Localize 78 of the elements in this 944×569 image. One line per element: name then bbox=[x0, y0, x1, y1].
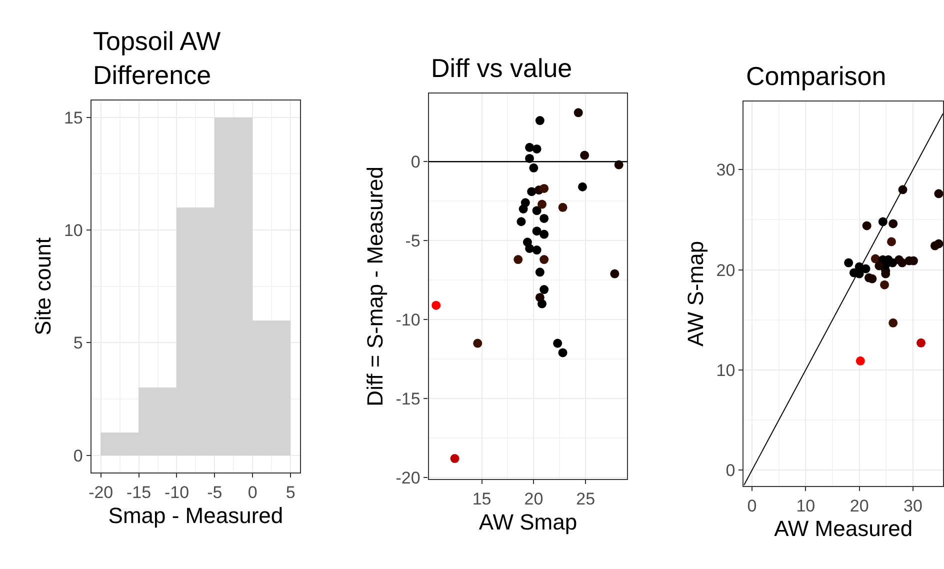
point bbox=[934, 239, 943, 248]
y-tick-label: 30 bbox=[716, 160, 736, 180]
chart-title: Comparison bbox=[746, 61, 886, 91]
point bbox=[578, 182, 588, 192]
point bbox=[558, 348, 568, 358]
x-tick-label: -5 bbox=[207, 482, 222, 502]
point bbox=[432, 300, 441, 310]
point bbox=[473, 338, 482, 348]
x-tick-label: 20 bbox=[850, 496, 869, 516]
point bbox=[862, 221, 872, 230]
y-axis-title: Site count bbox=[30, 237, 56, 336]
y-axis-title: Diff = S-map - Measured bbox=[362, 166, 388, 406]
x-tick-label: -20 bbox=[88, 482, 114, 502]
point bbox=[514, 255, 523, 264]
point bbox=[861, 264, 870, 274]
x-tick-label: -10 bbox=[164, 482, 190, 502]
point bbox=[532, 246, 542, 255]
y-tick-label: 5 bbox=[73, 334, 83, 353]
x-tick-label: 0 bbox=[747, 496, 757, 516]
y-tick-label: 0 bbox=[410, 152, 420, 172]
point bbox=[553, 338, 562, 348]
point bbox=[856, 356, 865, 366]
point bbox=[610, 269, 620, 278]
y-tick-label: 10 bbox=[64, 220, 83, 240]
point bbox=[558, 202, 568, 212]
x-tick-label: 0 bbox=[248, 482, 258, 502]
point bbox=[525, 244, 534, 253]
x-axis-title: Smap - Measured bbox=[108, 502, 284, 528]
point bbox=[516, 217, 526, 226]
point bbox=[538, 299, 547, 308]
x-tick-label: 20 bbox=[524, 490, 544, 509]
point bbox=[532, 206, 542, 216]
y-tick-label: 15 bbox=[64, 108, 83, 128]
point bbox=[525, 142, 534, 152]
point bbox=[881, 269, 890, 278]
point bbox=[540, 184, 549, 193]
point bbox=[518, 204, 528, 214]
point bbox=[535, 268, 544, 277]
point bbox=[540, 285, 549, 294]
point bbox=[888, 219, 898, 228]
point bbox=[844, 258, 854, 268]
x-tick-label: 15 bbox=[472, 490, 492, 509]
x-axis-title: AW Smap bbox=[478, 509, 578, 534]
point bbox=[874, 261, 884, 270]
point bbox=[532, 144, 542, 154]
chart-title: Diff vs value bbox=[431, 53, 572, 83]
y-tick-label: -15 bbox=[396, 389, 420, 408]
point bbox=[450, 454, 460, 464]
point bbox=[880, 280, 890, 290]
y-tick-label: 20 bbox=[716, 260, 736, 280]
point bbox=[538, 200, 547, 209]
y-tick-label: 0 bbox=[73, 446, 83, 466]
y-tick-label: 0 bbox=[726, 461, 736, 480]
point bbox=[574, 108, 583, 118]
point bbox=[529, 163, 538, 172]
point bbox=[934, 189, 943, 198]
y-tick-label: -5 bbox=[405, 232, 420, 251]
y-tick-label: 10 bbox=[716, 360, 736, 380]
point bbox=[916, 338, 926, 348]
point bbox=[888, 318, 898, 328]
point bbox=[540, 230, 549, 239]
x-tick-label: 30 bbox=[904, 496, 922, 516]
point bbox=[540, 255, 549, 264]
x-axis-title: AW Measured bbox=[774, 516, 913, 542]
y-axis-title: AW S-map bbox=[683, 240, 708, 346]
x-tick-label: -15 bbox=[126, 482, 152, 502]
point bbox=[535, 116, 544, 126]
point bbox=[532, 226, 542, 236]
chart-title: Topsoil AW Difference bbox=[93, 26, 222, 90]
y-tick-label: -10 bbox=[396, 310, 420, 330]
point bbox=[540, 214, 549, 223]
point bbox=[580, 150, 590, 160]
point bbox=[887, 237, 896, 246]
y-tick-label: -20 bbox=[396, 468, 420, 488]
x-tick-label: 10 bbox=[796, 496, 816, 516]
x-tick-label: 5 bbox=[286, 482, 296, 502]
x-tick-label: 25 bbox=[576, 490, 596, 509]
point bbox=[527, 187, 536, 196]
